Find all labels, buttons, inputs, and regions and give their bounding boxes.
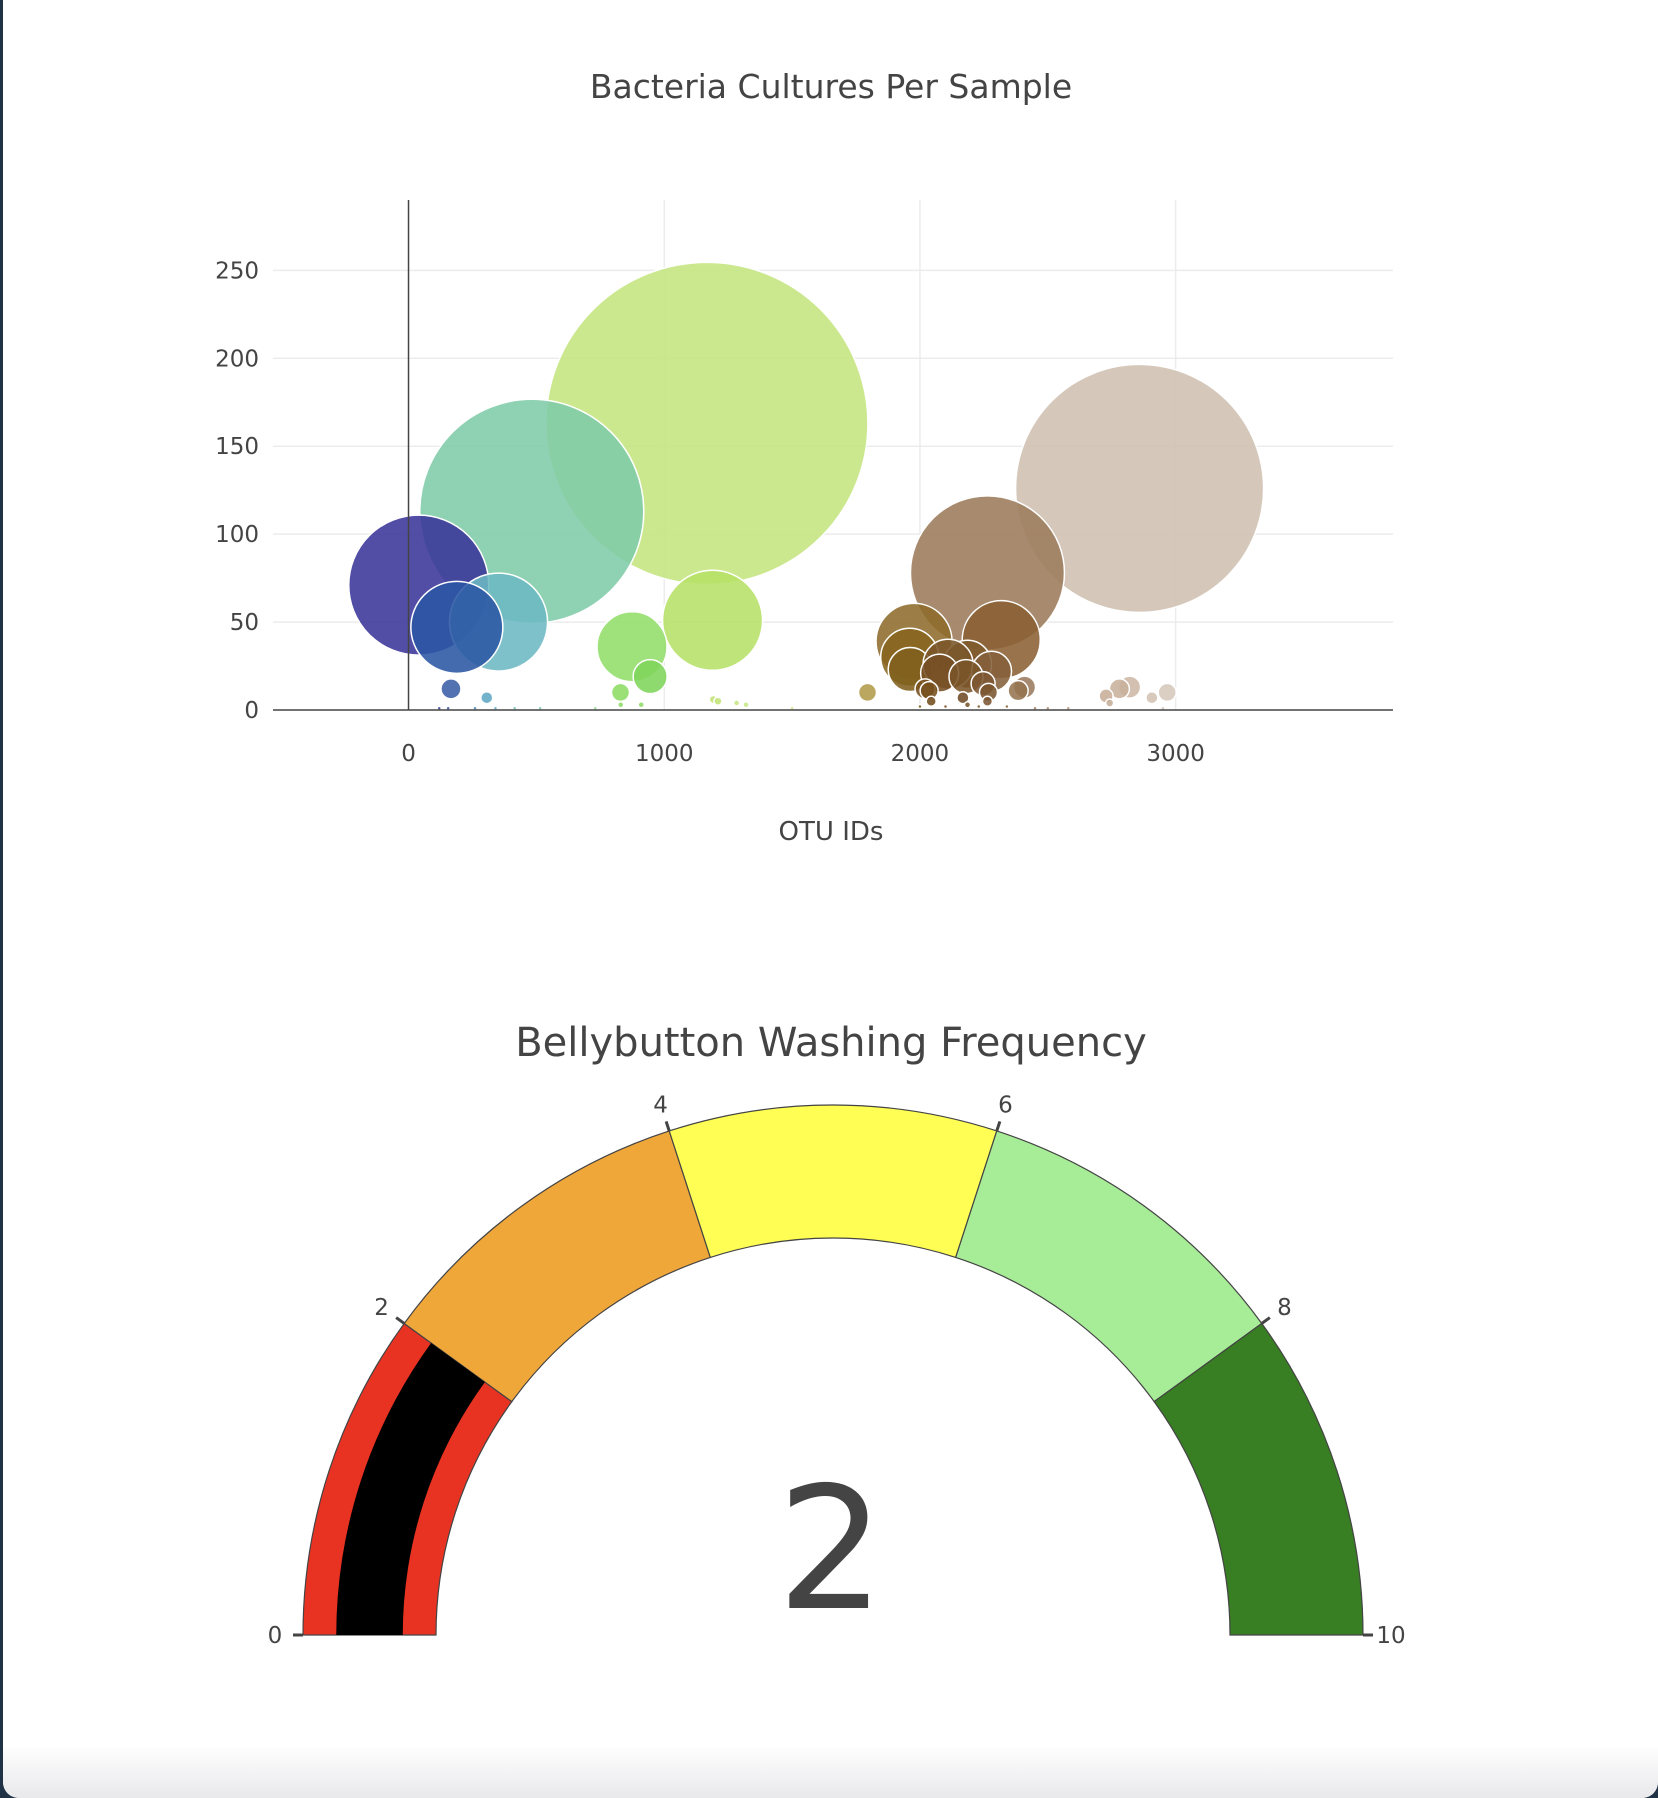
bubble-point: [440, 678, 462, 700]
y-tick-label: 200: [215, 346, 259, 372]
bubble-point: [857, 682, 878, 703]
bubble-point: [1145, 690, 1159, 705]
bubble-point: [981, 695, 994, 707]
gauge-tick-label: 6: [998, 1092, 1013, 1118]
bubble-point: [1014, 363, 1265, 614]
x-tick-label: 0: [401, 741, 416, 767]
bubble-point: [732, 699, 741, 707]
bubble-point: [1104, 698, 1115, 708]
gauge-tick: [395, 1316, 406, 1325]
bubble-point: [410, 580, 504, 675]
y-tick-label: 150: [215, 434, 259, 460]
gauge-tick: [1260, 1316, 1271, 1325]
bubble-point: [742, 700, 750, 709]
bubble-point: [963, 700, 972, 709]
gauge-ticks: 0 2 4 6 8 10: [268, 1092, 1406, 1649]
gauge-tick: [664, 1120, 671, 1132]
gauge-title: Bellybutton Washing Frequency: [515, 1020, 1147, 1066]
bubble-axes: [273, 200, 1393, 711]
bubble-point: [925, 695, 937, 707]
x-tick-label: 2000: [891, 741, 950, 767]
y-tick-label: 50: [230, 610, 259, 636]
x-tick-label: 1000: [635, 741, 694, 767]
bubble-point: [976, 703, 982, 710]
gauge-tick-label: 4: [653, 1092, 668, 1118]
x-tick-label: 3000: [1146, 741, 1205, 767]
bubble-point: [713, 696, 723, 706]
bubble-chart-title: Bacteria Cultures Per Sample: [590, 67, 1072, 106]
gauge-value-bar: [336, 1343, 485, 1635]
gauge-tick: [995, 1120, 1002, 1132]
bubble-point: [610, 682, 631, 703]
x-axis-title: OTU IDs: [779, 817, 884, 847]
bubble-point: [917, 703, 923, 710]
gauge-tick-label: 8: [1277, 1295, 1292, 1321]
gauge-tick-label: 0: [268, 1623, 283, 1649]
bubble-point: [617, 700, 625, 709]
dashboard-card: Bacteria Cultures Per Sample 0 50 100 150 20…: [3, 0, 1658, 1798]
gauge-step: [668, 1104, 998, 1259]
bubble-point: [1108, 678, 1131, 700]
bubble-point: [942, 703, 949, 710]
y-tick-label: 250: [215, 258, 259, 284]
bubble-point: [1007, 679, 1029, 702]
bubble-chart: Bacteria Cultures Per Sample 0 50 100 150 20…: [215, 67, 1393, 847]
bubble-point: [1157, 682, 1177, 703]
bubble-points: [348, 261, 1265, 711]
bubble-point: [1004, 703, 1010, 710]
gauge-chart: Bellybutton Washing Frequency 0 2 4 6 8 10 2: [268, 1020, 1406, 1649]
bubble-point: [956, 690, 970, 705]
card-footer: [3, 1748, 1658, 1798]
bubble-tick-labels: 0 50 100 150 200 250 0 1000 2000 3000: [215, 258, 1205, 767]
gauge-value-number: 2: [777, 1451, 885, 1649]
bubble-point: [480, 690, 494, 705]
bubble-point: [637, 700, 645, 709]
bubble-point: [661, 569, 764, 672]
bubble-point: [632, 658, 668, 695]
gauge-tick-label: 2: [374, 1295, 389, 1321]
y-tick-label: 0: [244, 698, 259, 724]
gauge-bar-fill: [336, 1343, 485, 1635]
y-tick-label: 100: [215, 522, 259, 548]
gauge-tick-label: 10: [1376, 1623, 1405, 1649]
